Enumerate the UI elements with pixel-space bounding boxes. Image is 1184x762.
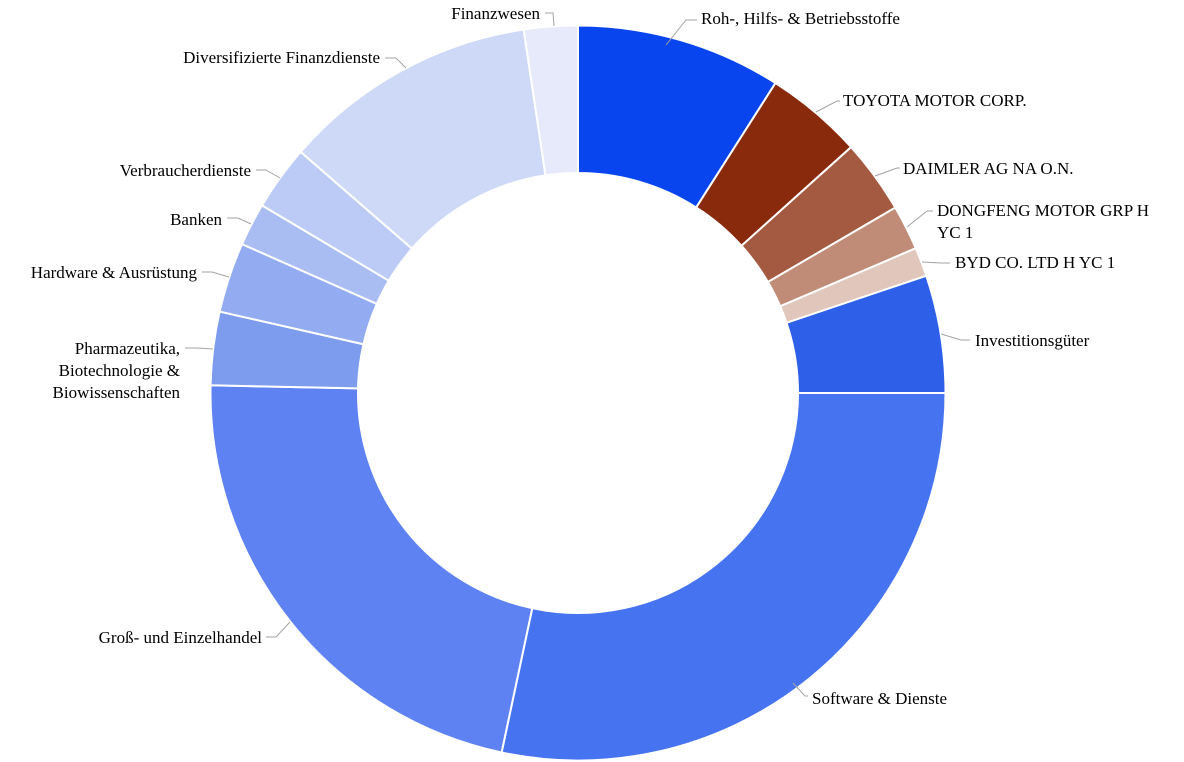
leader-finanzwesen <box>545 12 555 27</box>
label-finanzwesen: Finanzwesen <box>451 4 540 23</box>
leader-hardware-ausruestung <box>202 271 230 278</box>
label-pharmazeutika-biotechnologie-line-3: Biowissenschaften <box>53 383 181 402</box>
label-diversifizierte-finanzdienste: Diversifizierte Finanzdienste <box>183 48 380 67</box>
labels-layer: Roh-, Hilfs- & Betriebsstoffe TOYOTA MOTO… <box>31 4 1149 708</box>
leader-software-dienste <box>792 682 808 697</box>
slice-gross-und-einzelhandel[interactable] <box>209 384 534 754</box>
leader-byd-co <box>921 261 950 264</box>
label-hardware-ausruestung: Hardware & Ausrüstung <box>31 263 198 282</box>
label-dongfeng-motor-line-1: DONGFENG MOTOR GRP H <box>937 201 1149 220</box>
leader-toyota-motor-corp <box>815 100 840 113</box>
slice-software-dienste[interactable] <box>500 392 947 762</box>
label-pharmazeutika-biotechnologie-line-2: Biotechnologie & <box>59 361 180 380</box>
leader-dongfeng-motor <box>906 210 933 228</box>
label-byd-co: BYD CO. LTD H YC 1 <box>955 253 1115 272</box>
label-roh-hilfs-betriebsstoffe: Roh-, Hilfs- & Betriebsstoffe <box>701 9 900 28</box>
leader-verbraucherdienste <box>256 169 281 179</box>
slices-layer <box>209 24 947 762</box>
leader-banken <box>227 217 252 225</box>
leader-pharmazeutika-biotechnologie <box>185 347 214 350</box>
leader-diversifizierte-finanzdienste <box>385 57 407 69</box>
label-banken: Banken <box>170 210 222 229</box>
leader-roh-hilfs-betriebsstoffe <box>665 19 697 46</box>
label-dongfeng-motor-line-2: YC 1 <box>937 223 973 242</box>
label-investitionsgueter: Investitionsgüter <box>975 331 1090 350</box>
label-pharmazeutika-biotechnologie-line-1: Pharmazeutika, <box>75 339 180 358</box>
label-gross-und-einzelhandel: Groß- und Einzelhandel <box>99 628 263 647</box>
leader-investitionsgueter <box>940 333 970 341</box>
label-daimler-ag: DAIMLER AG NA O.N. <box>903 159 1073 178</box>
label-verbraucherdienste: Verbraucherdienste <box>120 161 251 180</box>
leader-daimler-ag <box>874 167 900 177</box>
leader-lines-layer <box>185 12 970 697</box>
label-toyota-motor-corp: TOYOTA MOTOR CORP. <box>843 91 1027 110</box>
slice-finanzwesen[interactable] <box>522 24 579 177</box>
leader-gross-und-einzelhandel <box>266 621 291 638</box>
label-software-dienste: Software & Dienste <box>812 689 947 708</box>
